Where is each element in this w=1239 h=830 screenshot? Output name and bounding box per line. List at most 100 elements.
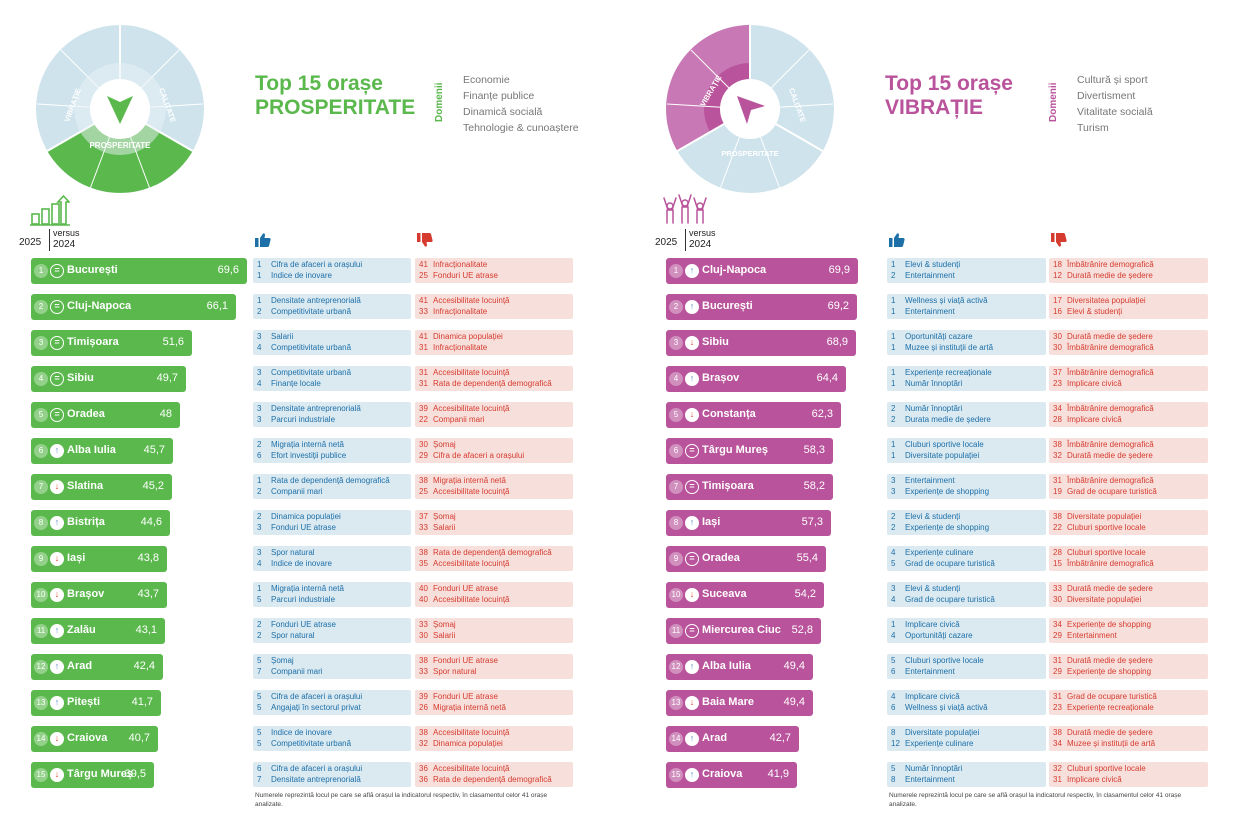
thumbs-up-icon <box>255 233 271 247</box>
indicator-rank: 2 <box>891 512 896 521</box>
domain-wheel: PROSPERITATE VIBRAȚIE CALITATE <box>35 24 205 194</box>
indicator-label: Parcuri industriale <box>271 414 336 424</box>
indicator-rank: 5 <box>891 558 896 568</box>
title-line-1: Top 15 orașe <box>885 72 1013 95</box>
indicator-line: 2 Migrația internă netă <box>257 440 411 451</box>
strengths-cell: 3 Competitivitate urbană 4 Finanțe locale <box>253 366 411 391</box>
indicator-label: Șomaj <box>271 656 294 665</box>
weaknesses-cell: 38 Durată medie de ședere 34 Muzee și insti… <box>1049 726 1208 751</box>
rank-badge: 5 <box>34 408 48 422</box>
indicator-line: 25 Fonduri UE atrase <box>419 271 573 282</box>
indicator-label: Finanțe locale <box>271 378 321 388</box>
strengths-cell: 3 Elevi & studenți 4 Grad de ocupare turist… <box>887 582 1046 607</box>
indicator-line: 38 Accesibilitate locuință <box>419 728 573 739</box>
indicator-line: 3 Salarii <box>257 332 411 343</box>
indicator-line: 41 Dinamica populației <box>419 332 573 343</box>
indicator-label: Muzee și instituții de artă <box>905 342 994 352</box>
weaknesses-cell: 38 Migrația internă netă 25 Accesibilitate … <box>415 474 573 499</box>
arrow-up-icon: ↑ <box>685 300 699 314</box>
indicator-label: Spor natural <box>271 630 315 640</box>
domain-list: Cultură și sport Divertisment Vitalitate… <box>1077 72 1153 136</box>
indicator-label: Grad de ocupare turistică <box>1067 486 1157 496</box>
city-name: Slatina <box>67 480 104 492</box>
score-bar: 3 = Timișoara 51,6 <box>31 330 192 356</box>
indicator-rank: 1 <box>891 332 896 341</box>
indicator-rank: 31 <box>419 368 428 377</box>
strengths-cell: 4 Experiențe culinare 5 Grad de ocupare tur… <box>887 546 1046 571</box>
score-bar: 7 = Timișoara 58,2 <box>666 474 833 500</box>
city-score: 43,1 <box>135 624 157 636</box>
indicator-line: 1 Experiențe recreaționale <box>891 368 1046 379</box>
indicator-line: 1 Densitate antreprenorială <box>257 296 411 307</box>
indicator-rank: 2 <box>257 440 262 449</box>
indicator-line: 4 Grad de ocupare turistică <box>891 595 1046 606</box>
weaknesses-cell: 41 Dinamica populației 31 Infracționalitate <box>415 330 573 355</box>
indicator-line: 6 Efort investiții publice <box>257 451 411 462</box>
score-bar: 6 = Târgu Mureș 58,3 <box>666 438 833 464</box>
indicator-label: Grad de ocupare turistică <box>1067 692 1157 701</box>
strengths-cell: 5 Număr înnoptări 8 Entertainment <box>887 762 1046 787</box>
indicator-label: Implicare civică <box>905 620 960 629</box>
indicator-rank: 25 <box>419 270 428 280</box>
indicator-line: 2 Fonduri UE atrase <box>257 620 411 631</box>
indicator-line: 12 Durată medie de ședere <box>1053 271 1208 282</box>
indicator-label: Număr înnoptări <box>905 378 963 388</box>
indicator-line: 30 Îmbătrânire demografică <box>1053 343 1208 354</box>
indicator-rank: 1 <box>891 296 896 305</box>
strengths-cell: 1 Migrația internă netă 5 Parcuri industria… <box>253 582 411 607</box>
rank-badge: 15 <box>669 768 683 782</box>
city-score: 69,2 <box>827 300 849 312</box>
arrow-down-icon: ↓ <box>50 480 64 494</box>
strengths-cell: 6 Cifra de afaceri a orașului 7 Densitate a… <box>253 762 411 787</box>
score-bar: 10 ↓ Suceava 54,2 <box>666 582 824 608</box>
indicator-rank: 1 <box>891 306 896 316</box>
indicator-rank: 39 <box>419 404 428 413</box>
city-name: Alba Iulia <box>67 444 116 456</box>
indicator-line: 1 Wellness și viață activă <box>891 296 1046 307</box>
indicator-line: 22 Cluburi sportive locale <box>1053 523 1208 534</box>
indicator-rank: 2 <box>257 486 262 496</box>
indicator-label: Implicare civică <box>1067 774 1122 784</box>
indicator-rank: 4 <box>257 378 262 388</box>
rank-badge: 14 <box>34 732 48 746</box>
arrow-down-icon: ↓ <box>50 588 64 602</box>
indicator-line: 31 Grad de ocupare turistică <box>1053 692 1208 703</box>
indicator-line: 6 Entertainment <box>891 667 1046 678</box>
arrow-up-icon: ↑ <box>685 372 699 386</box>
bar-growth-icon <box>30 194 71 231</box>
city-score: 45,2 <box>142 480 164 492</box>
weaknesses-cell: 31 Durată medie de ședere 29 Experiențe de … <box>1049 654 1208 679</box>
indicator-rank: 31 <box>419 342 428 352</box>
equal-icon: = <box>50 336 64 350</box>
rank-badge: 10 <box>34 588 48 602</box>
strengths-cell: 1 Densitate antreprenorială 2 Competitivita… <box>253 294 411 319</box>
weaknesses-cell: 30 Șomaj 29 Cifra de afaceri a orașului <box>415 438 573 463</box>
indicator-label: Accesibilitate locuință <box>433 594 510 604</box>
indicator-line: 40 Accesibilitate locuință <box>419 595 573 606</box>
indicator-line: 5 Șomaj <box>257 656 411 667</box>
indicator-line: 41 Accesibilitate locuință <box>419 296 573 307</box>
indicator-rank: 12 <box>891 738 900 748</box>
indicator-line: 16 Elevi & studenți <box>1053 307 1208 318</box>
indicator-rank: 4 <box>257 342 262 352</box>
indicator-rank: 1 <box>257 260 262 269</box>
rank-badge: 14 <box>669 732 683 746</box>
indicator-line: 31 Durată medie de ședere <box>1053 656 1208 667</box>
domain-item: Divertisment <box>1077 90 1136 102</box>
indicator-label: Infracționalitate <box>433 260 488 269</box>
indicator-rank: 33 <box>419 666 428 676</box>
rank-badge: 4 <box>669 372 683 386</box>
domain-wheel-graphic: VIBRAȚIE PROSPERITATE CALITATE <box>666 25 834 193</box>
indicator-label: Îmbătrânire demografică <box>1067 342 1154 352</box>
city-score: 68,9 <box>826 336 848 348</box>
rank-badge: 8 <box>669 516 683 530</box>
score-bar: 12 ↑ Arad 42,4 <box>31 654 163 680</box>
indicator-label: Indice de inovare <box>271 558 332 568</box>
score-bar: 9 ↓ Iași 43,8 <box>31 546 167 572</box>
indicator-rank: 41 <box>419 260 428 269</box>
indicator-line: 30 Șomaj <box>419 440 573 451</box>
indicator-label: Număr înnoptări <box>905 404 963 413</box>
weaknesses-cell: 38 Îmbătrânire demografică 32 Durată medie … <box>1049 438 1208 463</box>
weaknesses-cell: 33 Durată medie de ședere 30 Diversitate po… <box>1049 582 1208 607</box>
indicator-label: Migrația internă netă <box>271 584 344 593</box>
